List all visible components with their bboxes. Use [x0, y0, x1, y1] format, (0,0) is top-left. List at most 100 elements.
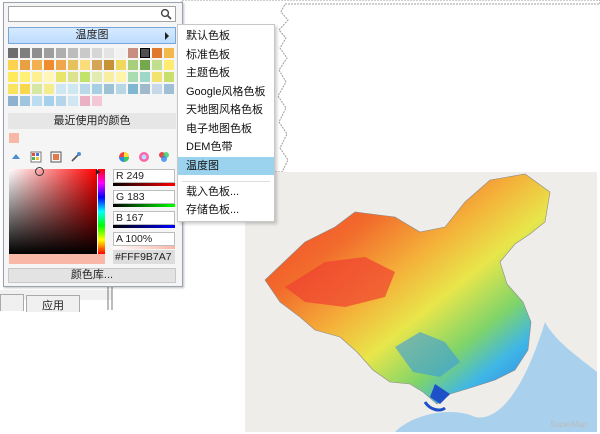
color-swatch[interactable] — [8, 96, 18, 106]
red-field[interactable]: R 249 — [113, 169, 175, 183]
color-swatch[interactable] — [20, 96, 30, 106]
selected-color-preview — [9, 254, 105, 264]
color-swatch[interactable] — [140, 60, 150, 70]
saturation-value-picker[interactable] — [9, 167, 97, 254]
color-swatch[interactable] — [32, 84, 42, 94]
alpha-field[interactable]: A 100% — [113, 232, 175, 246]
color-swatch[interactable] — [152, 60, 162, 70]
color-swatch[interactable] — [56, 84, 66, 94]
color-swatch[interactable] — [44, 84, 54, 94]
color-swatch[interactable] — [116, 84, 126, 94]
color-swatch[interactable] — [56, 60, 66, 70]
color-swatch[interactable] — [20, 72, 30, 82]
color-swatch[interactable] — [116, 60, 126, 70]
color-swatch[interactable] — [92, 96, 102, 106]
color-scheme-dropdown[interactable]: 温度图 — [8, 27, 176, 44]
eyedropper-icon[interactable] — [70, 151, 82, 163]
menu-item[interactable]: 存储色板... — [186, 204, 240, 216]
color-swatch[interactable] — [164, 60, 174, 70]
screen-picker-icon[interactable] — [50, 151, 62, 163]
color-swatch[interactable] — [128, 84, 138, 94]
color-swatch[interactable] — [80, 96, 90, 106]
color-swatch[interactable] — [104, 72, 114, 82]
search-text-field[interactable] — [11, 8, 155, 22]
color-swatch[interactable] — [152, 48, 162, 58]
color-swatch[interactable] — [68, 84, 78, 94]
color-swatch[interactable] — [152, 84, 162, 94]
color-scheme-label: 温度图 — [75, 29, 109, 41]
color-swatch[interactable] — [140, 84, 150, 94]
color-swatch[interactable] — [92, 48, 102, 58]
menu-item[interactable]: 主题色板 — [186, 67, 230, 79]
color-swatch[interactable] — [104, 84, 114, 94]
color-swatch[interactable] — [44, 60, 54, 70]
color-swatch[interactable] — [128, 60, 138, 70]
color-swatch[interactable] — [8, 72, 18, 82]
menu-item[interactable]: 电子地图色板 — [186, 122, 252, 135]
color-swatch[interactable] — [68, 72, 78, 82]
color-swatch[interactable] — [56, 96, 66, 106]
hue-slider[interactable] — [98, 169, 105, 254]
color-wheel-icon[interactable] — [118, 151, 130, 163]
menu-item[interactable]: 默认色板 — [186, 30, 230, 42]
color-swatch[interactable] — [128, 72, 138, 82]
color-swatch[interactable] — [20, 60, 30, 70]
color-swatch[interactable] — [139, 47, 151, 59]
color-swatch[interactable] — [68, 48, 78, 58]
menu-item[interactable]: Google风格色板 — [186, 85, 266, 98]
color-swatch[interactable] — [80, 48, 90, 58]
search-icon[interactable] — [160, 8, 172, 20]
green-field[interactable]: G 183 — [113, 190, 175, 204]
recent-color-swatch[interactable] — [9, 133, 19, 143]
color-swatch[interactable] — [164, 48, 174, 58]
blue-field[interactable]: B 167 — [113, 211, 175, 225]
color-swatch[interactable] — [44, 72, 54, 82]
color-scheme-menu: 默认色板标准色板主题色板 Google风格色板 天地图风格色板 电子地图色板 DEM色带… — [177, 24, 275, 222]
color-swatch[interactable] — [152, 72, 162, 82]
color-swatch[interactable] — [8, 84, 18, 94]
color-swatch[interactable] — [20, 84, 30, 94]
rgb-circles-icon[interactable] — [158, 151, 170, 163]
color-swatch[interactable] — [32, 60, 42, 70]
hue-slider-handle[interactable] — [96, 169, 100, 175]
color-swatch[interactable] — [92, 84, 102, 94]
grid-palette-icon[interactable] — [30, 151, 42, 163]
color-swatch[interactable] — [44, 48, 54, 58]
color-swatch[interactable] — [104, 48, 114, 58]
menu-item[interactable]: 标准色板 — [186, 48, 230, 61]
search-input[interactable] — [8, 6, 176, 22]
apply-button[interactable]: 应用 — [26, 295, 80, 312]
collapse-up-icon[interactable] — [10, 151, 22, 163]
hex-value-field[interactable]: #FFF9B7A7 — [113, 250, 175, 264]
menu-item[interactable]: 载入色板... — [186, 186, 240, 198]
color-library-button[interactable]: 颜色库... — [8, 268, 176, 283]
color-cursor[interactable] — [35, 167, 44, 176]
color-swatch[interactable] — [56, 72, 66, 82]
color-swatch[interactable] — [140, 72, 150, 82]
color-swatch[interactable] — [8, 60, 18, 70]
color-swatch[interactable] — [128, 48, 138, 58]
color-swatch[interactable] — [32, 72, 42, 82]
color-swatch[interactable] — [80, 60, 90, 70]
color-swatch[interactable] — [32, 96, 42, 106]
color-swatch[interactable] — [44, 96, 54, 106]
color-swatch[interactable] — [164, 84, 174, 94]
color-swatch[interactable] — [80, 84, 90, 94]
color-swatch[interactable] — [92, 60, 102, 70]
menu-item[interactable]: 温度图 — [178, 156, 274, 175]
color-swatch[interactable] — [116, 72, 126, 82]
color-swatch[interactable] — [20, 48, 30, 58]
color-swatch[interactable] — [8, 48, 18, 58]
color-swatch[interactable] — [80, 72, 90, 82]
color-swatch[interactable] — [68, 96, 78, 106]
color-swatch[interactable] — [68, 60, 78, 70]
menu-item[interactable]: 天地图风格色板 — [186, 104, 263, 116]
color-swatch[interactable] — [116, 48, 126, 58]
color-ring-icon[interactable] — [138, 151, 150, 163]
color-swatch[interactable] — [104, 60, 114, 70]
color-swatch[interactable] — [56, 48, 66, 58]
color-swatch[interactable] — [92, 72, 102, 82]
menu-item[interactable]: DEM色带 — [186, 141, 233, 153]
color-swatch[interactable] — [32, 48, 42, 58]
color-swatch[interactable] — [164, 72, 174, 82]
